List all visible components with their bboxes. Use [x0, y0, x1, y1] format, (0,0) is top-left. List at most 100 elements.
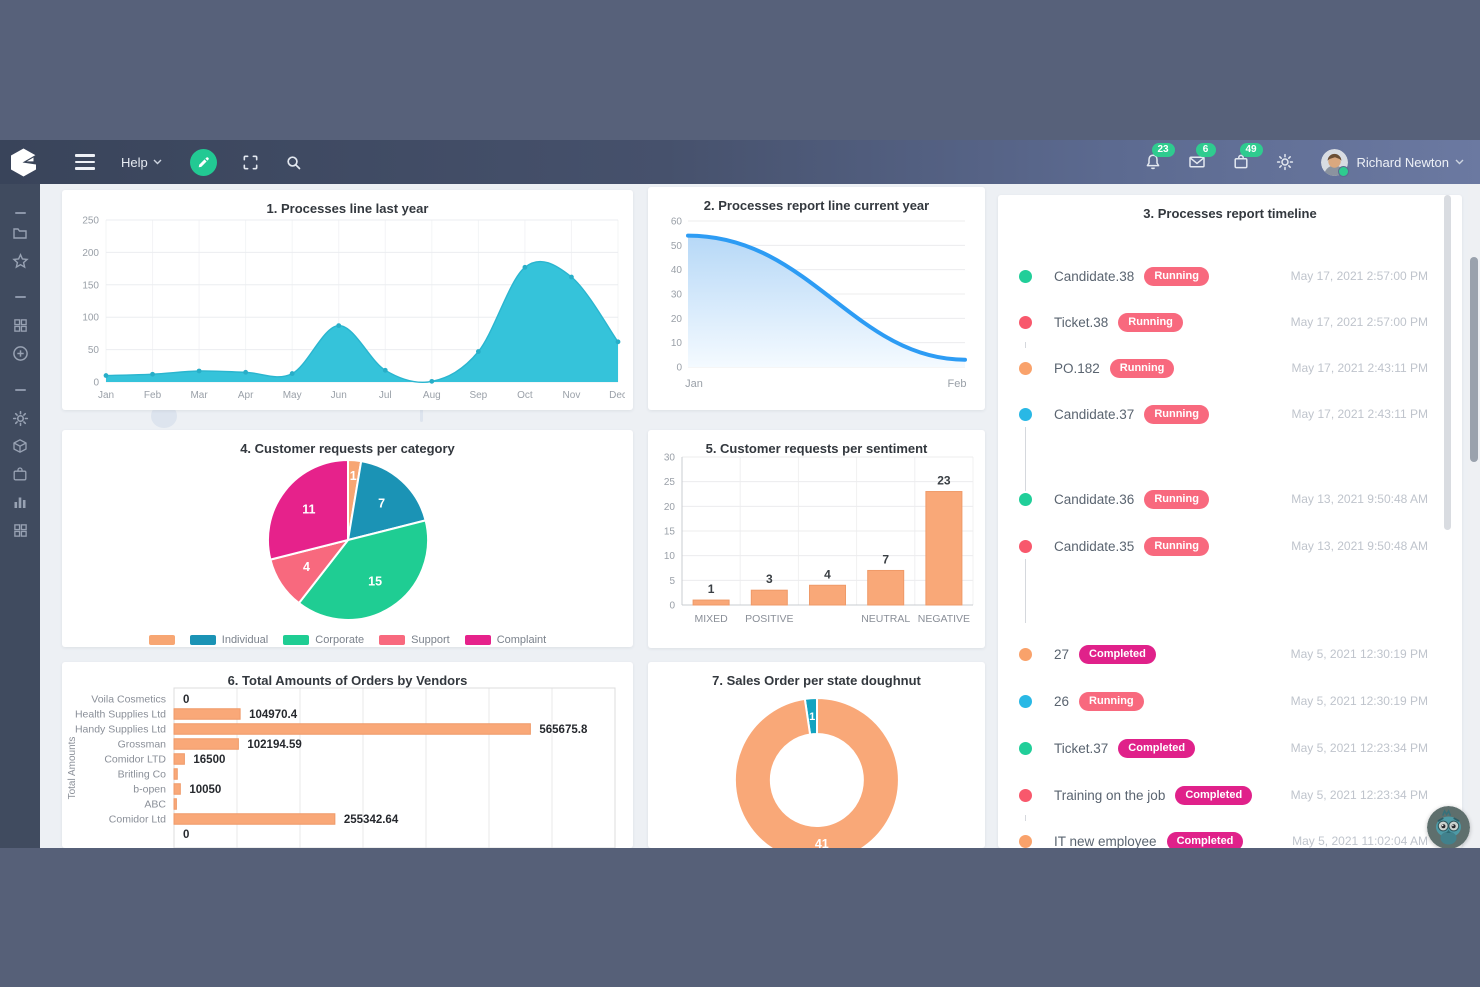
timeline-item[interactable]: Candidate.36 Running May 13, 2021 9:50:48 …	[998, 487, 1462, 511]
sidebar-item-star[interactable]	[0, 250, 40, 272]
envelope-icon	[1188, 156, 1205, 168]
process-name: Candidate.37 Running	[1054, 404, 1209, 424]
legend-item[interactable]: Support	[379, 634, 450, 646]
sidebar-item-settings-gear[interactable]	[0, 407, 40, 429]
svg-text:565675.8: 565675.8	[539, 724, 588, 736]
bar-segment[interactable]	[173, 768, 178, 780]
user-menu[interactable]: Richard Newton	[1357, 155, 1465, 170]
data-point[interactable]	[569, 274, 574, 280]
bar-segment[interactable]	[867, 569, 905, 606]
user-name-label: Richard Newton	[1356, 154, 1450, 170]
status-badge: Completed	[1079, 644, 1156, 664]
legend-swatch	[148, 635, 175, 645]
tasks-button[interactable]: 49	[1231, 143, 1263, 172]
legend-item[interactable]: Corporate	[283, 634, 364, 646]
timeline-item[interactable]: Candidate.35 Running May 13, 2021 9:50:48 …	[998, 534, 1462, 558]
bar-segment[interactable]	[173, 708, 241, 720]
data-point[interactable]	[196, 368, 202, 374]
panel-orders-by-vendors: 6. Total Amounts of Orders by Vendors Vo…	[62, 662, 633, 848]
background-map-mark	[420, 406, 423, 422]
svg-text:30: 30	[671, 290, 683, 301]
brightness-button[interactable]	[1275, 152, 1295, 172]
notifications-button[interactable]: 23	[1143, 143, 1175, 172]
timestamp: May 17, 2021 2:43:11 PM	[1291, 407, 1428, 421]
sidebar-item-briefcase[interactable]	[0, 463, 40, 485]
panel-title: 7. Sales Order per state doughnut	[712, 673, 921, 688]
timeline-tick	[1025, 815, 1026, 821]
quick-edit-button[interactable]	[189, 148, 217, 176]
timeline-item[interactable]: Candidate.38 Running May 17, 2021 2:57:00 …	[998, 264, 1462, 288]
area-fill[interactable]	[106, 261, 618, 383]
legend-swatch	[379, 635, 406, 645]
pie-slice[interactable]	[266, 458, 349, 561]
timeline-item[interactable]: Candidate.37 Running May 17, 2021 2:43:11 …	[998, 402, 1462, 426]
bar-segment[interactable]	[173, 813, 336, 825]
hamburger-menu-icon[interactable]	[75, 154, 95, 170]
bar-segment[interactable]	[750, 589, 788, 606]
status-badge: Completed	[1166, 831, 1244, 848]
sidebar-item-folder[interactable]	[0, 222, 40, 244]
fullscreen-button[interactable]	[241, 153, 260, 172]
data-point[interactable]	[150, 371, 155, 377]
timeline-item[interactable]: Ticket.38 Running May 17, 2021 2:57:00 PM	[998, 310, 1462, 334]
bar-segment[interactable]	[692, 599, 730, 606]
data-point[interactable]	[522, 264, 528, 270]
legend-label: Corporate	[315, 634, 365, 646]
data-point[interactable]	[382, 367, 388, 373]
search-button[interactable]	[284, 153, 303, 172]
sidebar-item-apps-grid[interactable]	[0, 519, 40, 541]
data-point[interactable]	[336, 323, 342, 329]
messages-button[interactable]: 6	[1187, 143, 1216, 172]
status-dot	[1019, 694, 1032, 708]
svg-text:b-open: b-open	[133, 784, 166, 796]
sidebar-item-bar-chart[interactable]	[0, 491, 40, 513]
pie-slice[interactable]	[346, 459, 427, 542]
pie-slice[interactable]	[297, 519, 429, 621]
svg-text:11: 11	[302, 503, 315, 517]
sidebar-item-apps-grid[interactable]	[0, 314, 40, 336]
svg-text:Voila Cosmetics: Voila Cosmetics	[91, 694, 166, 706]
bar-segment[interactable]	[809, 584, 846, 606]
assistant-owl-mascot-button[interactable]	[1427, 806, 1470, 848]
user-avatar[interactable]	[1320, 148, 1349, 177]
bar-segment[interactable]	[173, 798, 177, 810]
timeline-tick	[1025, 342, 1026, 348]
search-icon	[287, 155, 301, 169]
timeline-item[interactable]: Training on the job Completed May 5, 2021 …	[998, 783, 1462, 807]
trend-line[interactable]	[686, 233, 967, 362]
legend-item[interactable]: Individual	[189, 634, 268, 646]
sidebar-item-cube[interactable]	[0, 435, 40, 457]
legend-item[interactable]: Complaint	[464, 634, 546, 646]
svg-text:Grossman: Grossman	[118, 739, 167, 751]
bar-segment[interactable]	[173, 738, 239, 750]
comidor-logo-icon[interactable]	[10, 148, 37, 177]
data-point[interactable]	[615, 339, 621, 345]
bar-segment[interactable]	[173, 783, 181, 795]
timeline-item[interactable]: PO.182 Running May 17, 2021 2:43:11 PM	[998, 356, 1462, 380]
svg-text:Comidor LTD: Comidor LTD	[104, 754, 166, 766]
page-scrollbar-thumb[interactable]	[1470, 257, 1478, 462]
svg-text:15: 15	[368, 575, 382, 589]
data-point[interactable]	[243, 369, 249, 375]
doughnut-slice[interactable]	[733, 696, 900, 848]
data-point[interactable]	[475, 349, 481, 354]
panel-title: 5. Customer requests per sentiment	[705, 441, 928, 456]
legend-item[interactable]	[148, 635, 175, 645]
help-menu[interactable]: Help	[121, 155, 162, 170]
data-point[interactable]	[103, 373, 109, 378]
data-point[interactable]	[289, 371, 295, 376]
data-point[interactable]	[429, 378, 435, 384]
bar-segment[interactable]	[173, 753, 185, 765]
svg-text:20: 20	[664, 502, 676, 513]
timeline-item[interactable]: 26 Running May 5, 2021 12:30:19 PM	[998, 689, 1462, 713]
timeline-item[interactable]: 27 Completed May 5, 2021 12:30:19 PM	[998, 642, 1462, 666]
timeline-item[interactable]: IT new employee Completed May 5, 2021 11:0…	[998, 829, 1462, 848]
timeline-item[interactable]: Ticket.37 Completed May 5, 2021 12:23:34 P…	[998, 736, 1462, 760]
timeline-scrollbar-thumb[interactable]	[1444, 195, 1451, 530]
bar-segment[interactable]	[173, 723, 531, 735]
bar-segment[interactable]	[925, 491, 963, 606]
sidebar-item-add-circle[interactable]	[0, 342, 40, 364]
status-badge: Running	[1144, 266, 1209, 286]
pie-legend: Individual Corporate Support Complaint	[62, 634, 633, 646]
hbar-chart: Voila Cosmetics 0 Health Supplies Ltd 10497…	[62, 662, 633, 848]
